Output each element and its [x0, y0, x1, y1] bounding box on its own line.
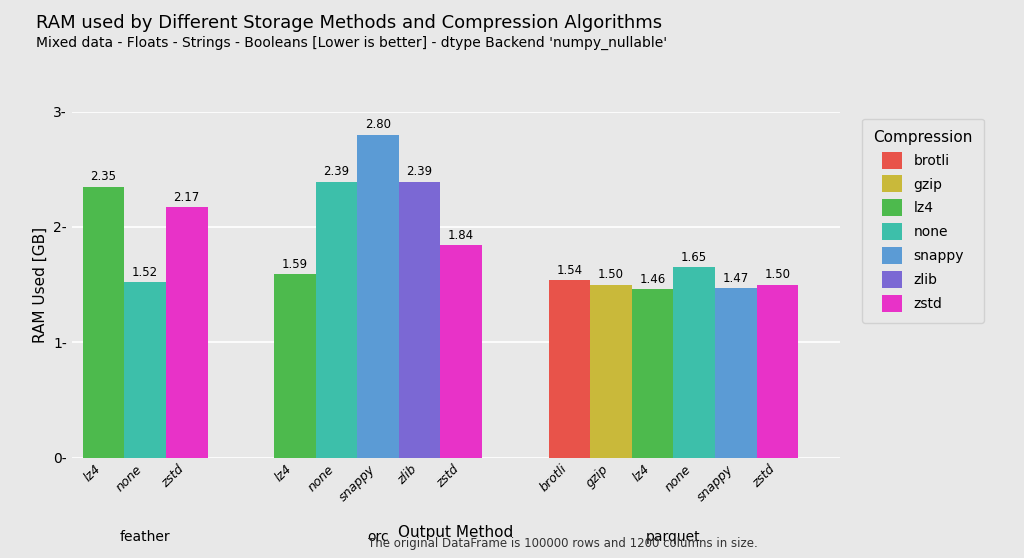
Bar: [315, 182, 357, 458]
Bar: [549, 280, 590, 458]
Text: 2.39: 2.39: [407, 166, 433, 179]
Text: 1.54: 1.54: [556, 263, 583, 277]
Bar: [124, 282, 166, 458]
Bar: [274, 274, 315, 458]
Bar: [757, 285, 798, 458]
Text: 1.65: 1.65: [681, 251, 708, 264]
Bar: [715, 288, 757, 458]
Text: 1.50: 1.50: [598, 268, 624, 281]
Bar: [590, 285, 632, 458]
Text: 2.35: 2.35: [90, 170, 117, 183]
Text: parquet: parquet: [646, 530, 700, 544]
Text: Output Method: Output Method: [398, 526, 513, 540]
Text: Mixed data - Floats - Strings - Booleans [Lower is better] - dtype Backend 'nump: Mixed data - Floats - Strings - Booleans…: [36, 36, 667, 50]
Text: 2.17: 2.17: [174, 191, 200, 204]
Text: 1.46: 1.46: [639, 273, 666, 286]
Text: 1.59: 1.59: [282, 258, 308, 271]
Text: 1.50: 1.50: [764, 268, 791, 281]
Bar: [357, 134, 398, 458]
Bar: [398, 182, 440, 458]
Text: RAM used by Different Storage Methods and Compression Algorithms: RAM used by Different Storage Methods an…: [36, 14, 662, 32]
Bar: [83, 186, 124, 458]
Legend: brotli, gzip, lz4, none, snappy, zlib, zstd: brotli, gzip, lz4, none, snappy, zlib, z…: [862, 118, 984, 323]
Bar: [632, 289, 674, 458]
Text: orc: orc: [368, 530, 389, 544]
Text: The original DataFrame is 100000 rows and 1200 columns in size.: The original DataFrame is 100000 rows an…: [369, 537, 758, 550]
Bar: [166, 208, 208, 458]
Text: 2.39: 2.39: [324, 166, 349, 179]
Bar: [674, 267, 715, 458]
Text: 1.47: 1.47: [723, 272, 749, 285]
Text: 2.80: 2.80: [365, 118, 391, 131]
Text: feather: feather: [120, 530, 170, 544]
Y-axis label: RAM Used [GB]: RAM Used [GB]: [33, 227, 47, 343]
Bar: [440, 246, 482, 458]
Text: 1.52: 1.52: [132, 266, 159, 279]
Text: 1.84: 1.84: [449, 229, 474, 242]
